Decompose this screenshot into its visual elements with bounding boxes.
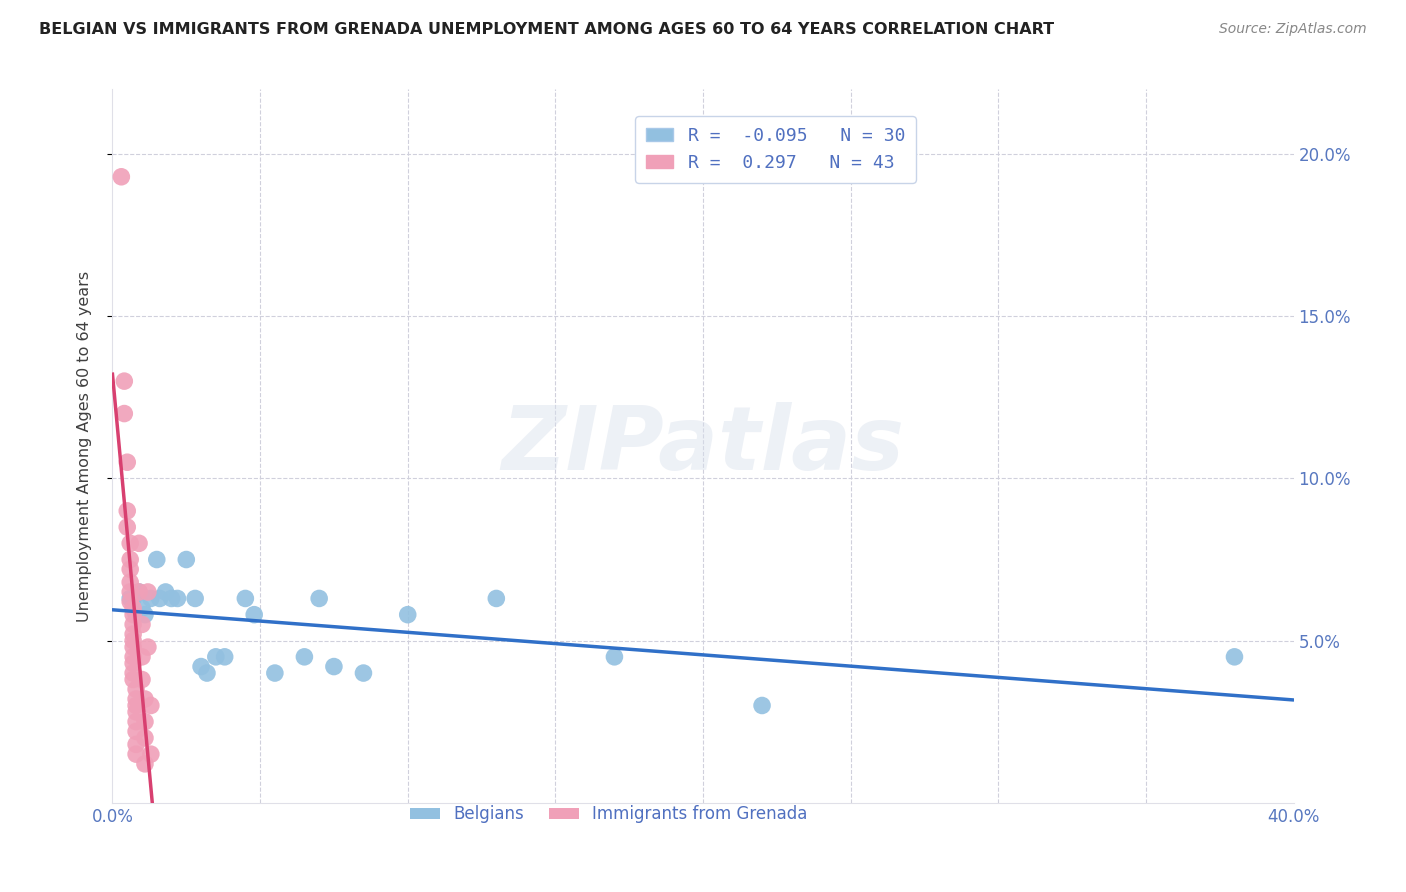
Point [125, 682, 148, 697]
Point [117, 455, 138, 469]
Point [120, 585, 142, 599]
Point [110, 169, 132, 184]
Point [128, 585, 150, 599]
Point [139, 698, 162, 713]
Point [264, 666, 287, 681]
Point [131, 649, 153, 664]
Point [136, 640, 159, 654]
Point [125, 738, 148, 752]
Point [120, 575, 142, 590]
Point [603, 649, 626, 664]
Point [122, 591, 145, 606]
Point [195, 666, 218, 681]
Point [131, 601, 153, 615]
Point [396, 607, 419, 622]
Point [136, 585, 159, 599]
Point [155, 585, 177, 599]
Point [134, 731, 156, 745]
Point [308, 591, 330, 606]
Point [122, 666, 145, 681]
Point [120, 552, 142, 566]
Point [125, 747, 148, 761]
Point [160, 591, 183, 606]
Point [117, 520, 138, 534]
Point [184, 591, 207, 606]
Point [134, 607, 156, 622]
Point [190, 659, 212, 673]
Point [243, 607, 266, 622]
Point [125, 705, 148, 719]
Point [174, 552, 197, 566]
Point [122, 640, 145, 654]
Point [352, 666, 374, 681]
Text: BELGIAN VS IMMIGRANTS FROM GRENADA UNEMPLOYMENT AMONG AGES 60 TO 64 YEARS CORREL: BELGIAN VS IMMIGRANTS FROM GRENADA UNEMP… [39, 22, 1054, 37]
Text: ZIPatlas: ZIPatlas [502, 402, 904, 490]
Point [1223, 649, 1246, 664]
Point [122, 649, 145, 664]
Point [122, 617, 145, 632]
Point [125, 607, 148, 622]
Point [120, 595, 142, 609]
Point [149, 591, 172, 606]
Point [122, 601, 145, 615]
Point [131, 617, 153, 632]
Point [485, 591, 508, 606]
Point [122, 657, 145, 671]
Point [122, 673, 145, 687]
Point [128, 536, 150, 550]
Point [146, 552, 169, 566]
Point [131, 673, 153, 687]
Point [134, 692, 156, 706]
Point [112, 374, 135, 388]
Point [323, 659, 346, 673]
Text: Source: ZipAtlas.com: Source: ZipAtlas.com [1219, 22, 1367, 37]
Point [112, 407, 135, 421]
Point [292, 649, 315, 664]
Point [125, 692, 148, 706]
Point [233, 591, 256, 606]
Point [122, 607, 145, 622]
Point [134, 756, 156, 771]
Legend: Belgians, Immigrants from Grenada: Belgians, Immigrants from Grenada [404, 799, 814, 830]
Point [120, 591, 142, 606]
Point [139, 747, 162, 761]
Point [117, 504, 138, 518]
Y-axis label: Unemployment Among Ages 60 to 64 years: Unemployment Among Ages 60 to 64 years [77, 270, 91, 622]
Point [122, 627, 145, 641]
Point [214, 649, 236, 664]
Point [120, 562, 142, 576]
Point [139, 591, 162, 606]
Point [205, 649, 228, 664]
Point [125, 724, 148, 739]
Point [751, 698, 773, 713]
Point [125, 698, 148, 713]
Point [128, 585, 150, 599]
Point [122, 633, 145, 648]
Point [120, 536, 142, 550]
Point [166, 591, 188, 606]
Point [125, 714, 148, 729]
Point [134, 714, 156, 729]
